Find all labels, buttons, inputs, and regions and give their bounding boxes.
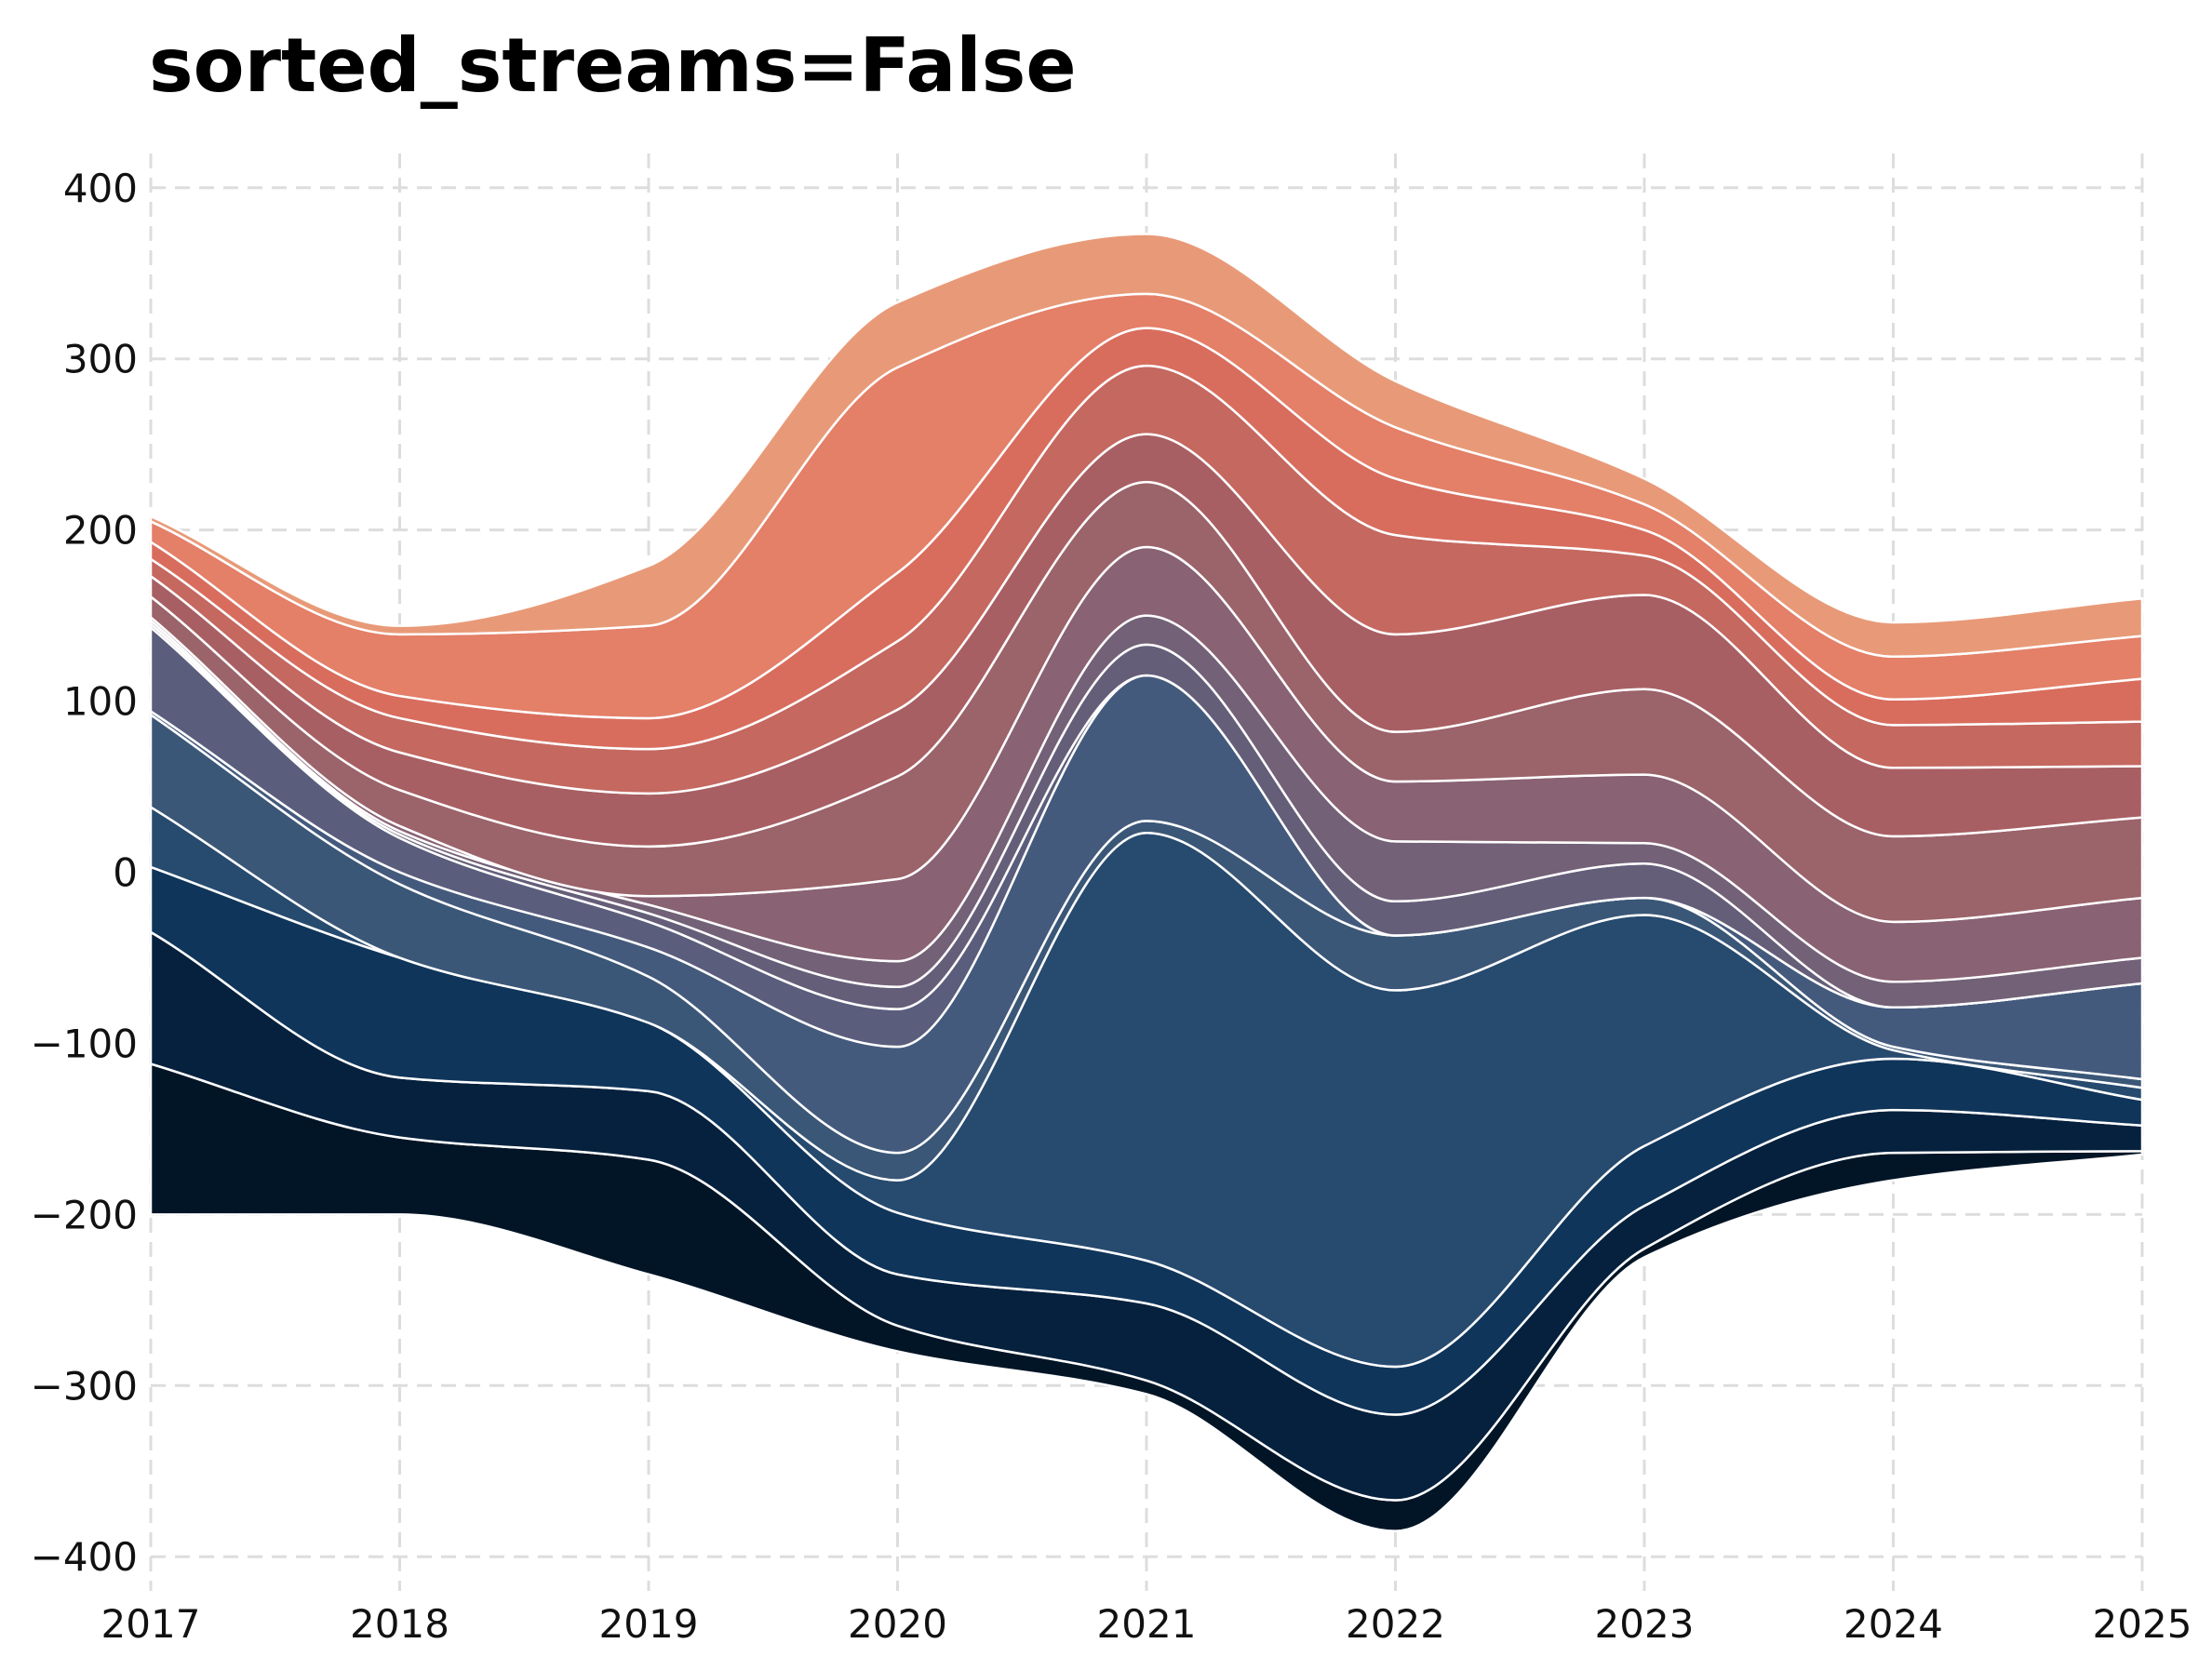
y-tick-label: 400 xyxy=(63,166,138,211)
y-axis-ticks: 400 300 200 100 0 −100 −200 −300 −400 xyxy=(31,166,138,1580)
x-tick-label: 2021 xyxy=(1097,1601,1197,1647)
y-tick-label: 300 xyxy=(63,337,138,382)
y-tick-label: 0 xyxy=(113,850,138,896)
x-tick-label: 2018 xyxy=(350,1601,449,1647)
x-tick-label: 2025 xyxy=(2093,1601,2192,1647)
x-tick-label: 2024 xyxy=(1843,1601,1943,1647)
x-tick-label: 2023 xyxy=(1595,1601,1695,1647)
x-axis-ticks: 2017 2018 2019 2020 2021 2022 2023 2024 2025 xyxy=(101,1601,2192,1647)
y-tick-label: 200 xyxy=(63,508,138,554)
stream-layers xyxy=(149,233,2144,1532)
x-tick-label: 2019 xyxy=(599,1601,699,1647)
y-tick-label: −200 xyxy=(31,1192,138,1237)
y-tick-label: 100 xyxy=(63,679,138,725)
y-tick-label: −300 xyxy=(31,1363,138,1409)
x-tick-label: 2017 xyxy=(101,1601,201,1647)
chart-title: sorted_streams=False xyxy=(149,22,1077,109)
x-tick-label: 2022 xyxy=(1346,1601,1445,1647)
y-tick-label: −400 xyxy=(31,1534,138,1580)
stream-area-16 xyxy=(149,233,2144,659)
y-tick-label: −100 xyxy=(31,1021,138,1066)
x-tick-label: 2020 xyxy=(848,1601,947,1647)
